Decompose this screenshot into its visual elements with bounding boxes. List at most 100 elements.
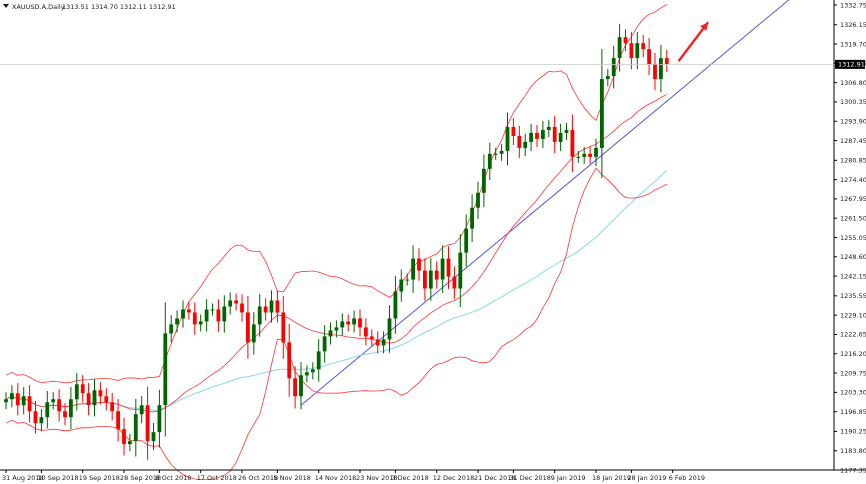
- candle-body: [275, 300, 280, 313]
- candle-body: [151, 432, 156, 442]
- candle-body: [4, 399, 8, 403]
- candle-body: [523, 141, 528, 148]
- y-tick-label: 1209.75: [840, 369, 866, 377]
- candle-body: [86, 393, 91, 406]
- candle-body: [470, 207, 474, 229]
- candle-body: [417, 258, 421, 271]
- candle-body: [434, 270, 439, 280]
- candle-body: [328, 330, 333, 337]
- y-tick-label: 1196.85: [840, 408, 866, 416]
- candle-body: [163, 333, 168, 406]
- candle-body: [51, 399, 56, 403]
- candle-body: [57, 399, 61, 412]
- candle-body: [541, 129, 545, 139]
- x-tick-label: 8 Oct 2018: [155, 474, 191, 482]
- x-tick-label: 28 Sep 2018: [120, 474, 161, 482]
- y-tick-label: 1216.20: [840, 350, 866, 358]
- candle-body: [411, 258, 415, 280]
- candle-body: [228, 300, 233, 307]
- x-tick-label: 31 Aug 2018: [2, 474, 44, 482]
- candle-body: [570, 129, 575, 157]
- candle-body: [476, 192, 480, 208]
- candle-body: [316, 351, 321, 370]
- candle-body: [611, 58, 616, 77]
- candle-body: [187, 309, 191, 313]
- symbol-label: XAUUSD.A,Daily: [12, 3, 65, 11]
- candle-body: [511, 126, 516, 136]
- candle-body: [240, 303, 244, 313]
- x-tick-label: 12 Dec 2018: [433, 474, 475, 482]
- y-tick-label: 1242.15: [840, 272, 866, 280]
- y-tick-label: 1293.90: [840, 118, 866, 126]
- y-tick-label: 1235.55: [840, 292, 866, 300]
- x-tick-label: 5 Nov 2018: [273, 474, 311, 482]
- candle-body: [110, 402, 115, 412]
- x-tick-label: 17 Oct 2018: [197, 474, 237, 482]
- x-tick-label: 19 Sep 2018: [79, 474, 120, 482]
- candle-body: [381, 339, 386, 346]
- candle-body: [588, 153, 592, 157]
- candle-body: [204, 309, 209, 322]
- candle-body: [464, 228, 469, 253]
- candle-body: [617, 37, 622, 59]
- bollinger-upper-line: [5, 4, 667, 384]
- candle-body: [234, 300, 238, 304]
- ohlc-label: 1313.51 1314.70 1312.11 1312.91: [62, 3, 176, 11]
- candle-body: [641, 43, 646, 50]
- symbol-dropdown-icon[interactable]: [3, 4, 9, 8]
- candle-body: [364, 327, 368, 337]
- y-tick-label: 1319.70: [840, 40, 866, 48]
- candle-body: [45, 402, 50, 418]
- candle-body: [39, 417, 44, 424]
- candle-body: [10, 393, 14, 400]
- y-tick-label: 1190.25: [840, 428, 866, 436]
- current-price-label: 1312.91: [838, 61, 865, 69]
- y-tick-label: 1203.30: [840, 389, 866, 397]
- candle-body: [440, 258, 445, 280]
- candle-body: [322, 336, 327, 352]
- candle-body: [222, 306, 227, 322]
- current-price-box: [835, 59, 865, 69]
- candle-body: [169, 324, 174, 334]
- candle-body: [305, 372, 309, 376]
- indicator-layer: [5, 4, 668, 481]
- candle-body: [594, 147, 598, 157]
- candle-body: [269, 300, 274, 313]
- candle-body: [27, 396, 32, 412]
- candle-body: [281, 312, 286, 343]
- candle-body: [535, 132, 539, 139]
- candle-body: [552, 126, 557, 142]
- candle-body: [623, 37, 628, 44]
- candle-body: [493, 153, 498, 155]
- candle-body: [446, 258, 451, 277]
- candle-body: [175, 318, 179, 325]
- x-tick-label: 21 Dec 2018: [474, 474, 516, 482]
- candle-body: [181, 309, 185, 319]
- candle-body: [145, 405, 150, 442]
- candle-body: [659, 58, 663, 80]
- candle-body: [340, 321, 345, 328]
- candle-body: [517, 135, 522, 148]
- candle-body: [98, 390, 103, 397]
- candle-body: [157, 405, 162, 433]
- x-tick-label: 31 Dec 2018: [509, 474, 551, 482]
- candle-body: [104, 396, 109, 403]
- y-tick-label: 1287.45: [840, 137, 866, 145]
- candle-body: [257, 306, 262, 325]
- arrow-head: [700, 22, 709, 32]
- y-tick-label: 1229.10: [840, 311, 866, 319]
- candle-body: [564, 129, 569, 133]
- candle-body: [246, 312, 250, 343]
- candle-body: [387, 318, 392, 340]
- x-tick-label: 3 Dec 2018: [391, 474, 428, 482]
- candle-body: [192, 312, 197, 325]
- candle-body: [487, 153, 492, 169]
- candle-body: [299, 375, 303, 397]
- candle-body: [405, 279, 410, 281]
- candle-body: [458, 252, 463, 289]
- candle-body: [352, 318, 356, 325]
- annotation-layer: 1312.91: [0, 21, 865, 69]
- candle-body: [15, 393, 20, 406]
